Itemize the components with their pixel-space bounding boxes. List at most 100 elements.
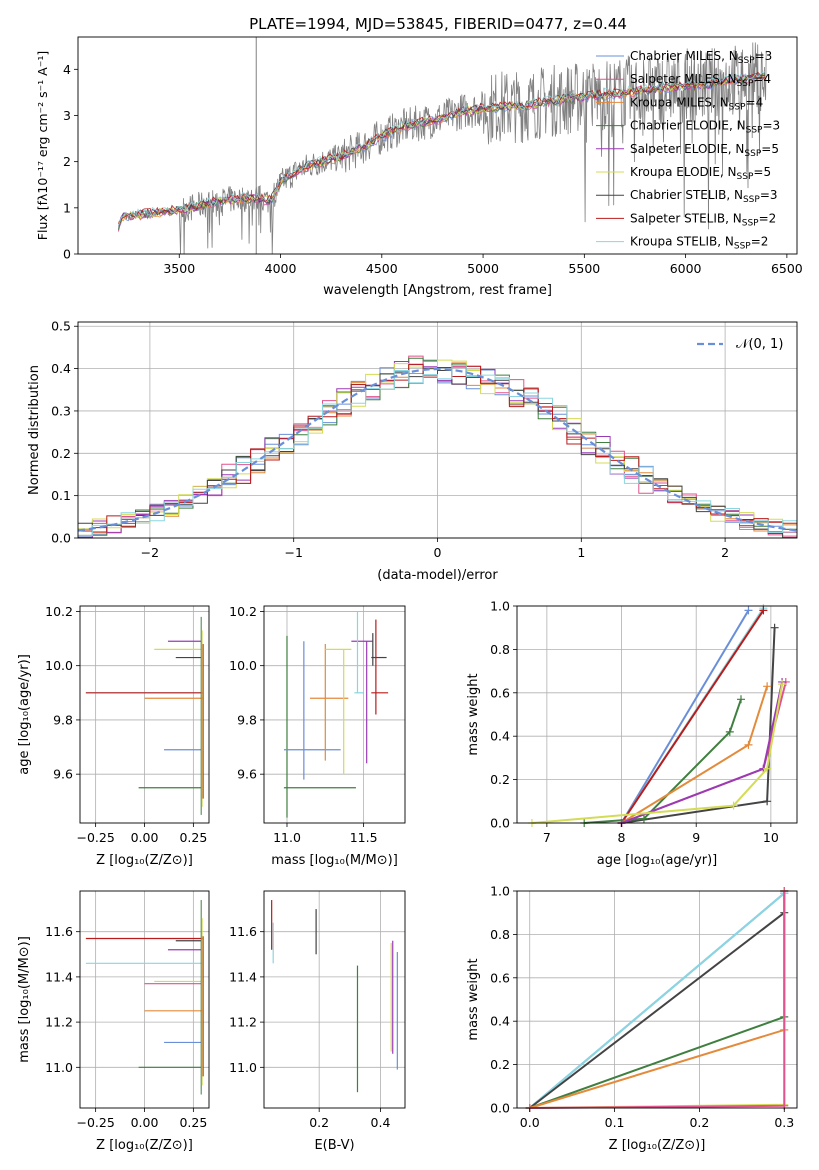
x-axis-label: Z [log₁₀(Z/Z⊙)] <box>96 1138 193 1153</box>
panel-spectrum: 3500 4000 4500 5000 5500 6000 6500 0 1 2 3 4 Chabrie… <box>35 36 803 298</box>
y-tick-label: 0.1 <box>51 488 71 503</box>
y-tick-label: 0.3 <box>51 403 71 418</box>
x-tick-label: 7 <box>543 830 551 845</box>
legend-entry: Kroupa MILES, NSSP=4 <box>630 95 763 112</box>
y-axis-label: mass weight <box>466 673 481 755</box>
y-tick-label: 1 <box>63 200 71 215</box>
x-tick-label: 4500 <box>366 261 398 276</box>
y-tick-label: 0.4 <box>490 1014 510 1029</box>
x-tick-label: 9 <box>692 830 700 845</box>
x-tick-label: 0.25 <box>179 830 207 845</box>
y-tick-label: 9.8 <box>53 712 73 727</box>
y-tick-label: 0.8 <box>490 927 510 942</box>
y-tick-label: 11.4 <box>45 969 73 984</box>
marker <box>778 680 787 689</box>
spectrum-lines <box>118 37 767 254</box>
axes-frame <box>79 605 210 824</box>
x-tick-label: 5000 <box>467 261 499 276</box>
marker <box>744 740 753 749</box>
y-tick-label: 9.6 <box>53 767 73 782</box>
y-tick-label: 11.6 <box>45 924 73 939</box>
y-tick-label: 0 <box>63 247 71 262</box>
panel-cumulative-mass-weight-vs-Z: 0.0 0.1 0.2 0.3 0.0 0.2 0.4 0.6 0.8 1.0 Z [log₁₀(Z… <box>466 884 798 1153</box>
x-tick-label: 11.0 <box>273 830 301 845</box>
axes-frame <box>263 605 406 824</box>
model-spectrum-kroupa-stelib <box>118 71 766 226</box>
series-chabrier-miles <box>620 609 750 824</box>
y-tick-label: 0.2 <box>51 446 71 461</box>
histogram-kroupa-elodie <box>78 359 797 533</box>
legend-entry: 𝒩(0, 1) <box>736 337 783 352</box>
x-tick-label: 0.25 <box>179 1115 207 1130</box>
series-kroupa-stelib <box>529 892 785 1109</box>
plot-area <box>80 891 209 1108</box>
plot-area <box>264 606 405 823</box>
y-tick-label: 10.0 <box>229 658 257 673</box>
plot-area <box>77 322 798 539</box>
legend: Chabrier MILES, NSSP=3 Salpeter MILES, NS… <box>596 49 780 252</box>
y-axis-label: Normed distribution <box>27 365 42 495</box>
marker <box>770 623 779 632</box>
y-tick-label: 0.4 <box>51 361 71 376</box>
x-axis-label: wavelength [Angstrom, rest frame] <box>323 283 552 298</box>
y-tick-label: 3 <box>63 108 71 123</box>
y-axis-label: mass weight <box>466 958 481 1040</box>
x-tick-label: 4000 <box>265 261 297 276</box>
y-tick-label: 11.4 <box>229 969 257 984</box>
y-tick-label: 9.8 <box>237 712 257 727</box>
panel-mass-vs-Z: −0.25 0.00 0.25 11.0 11.2 11.4 11.6 Z [log₁₀(Z/… <box>17 890 210 1153</box>
panel-age-vs-mass: 11.0 11.5 9.6 9.8 10.0 10.2 mass [log₁₀(M/M⊙)] <box>229 604 406 868</box>
panel-mass-vs-ebv: 0.2 0.4 11.0 11.2 11.4 11.6 E(B-V) <box>229 890 406 1153</box>
panel-residual-histogram: −2 −1 0 1 2 0.0 0.1 0.2 0.3 0.4 0.5 𝒩(0, 1) (data-mo… <box>27 319 798 583</box>
marker <box>763 764 772 773</box>
y-tick-label: 11.0 <box>45 1060 73 1075</box>
legend-entry: Salpeter MILES, NSSP=4 <box>630 72 771 89</box>
plot-area <box>517 887 797 1112</box>
y-tick-label: 0.0 <box>51 531 71 546</box>
y-tick-label: 0.0 <box>490 1101 510 1116</box>
x-axis-label: E(B-V) <box>314 1138 354 1153</box>
x-tick-label: 10 <box>763 830 779 845</box>
legend-entry: Kroupa ELODIE, NSSP=5 <box>630 165 771 182</box>
series-kroupa-miles <box>620 685 769 824</box>
panel-age-vs-Z: −0.25 0.00 0.25 9.6 9.8 10.0 10.2 Z [log₁₀(Z/Z⊙… <box>17 604 210 868</box>
x-tick-label: 0.0 <box>520 1115 540 1130</box>
y-tick-label: 10.0 <box>45 658 73 673</box>
marker <box>737 695 745 704</box>
y-tick-label: 0.4 <box>490 729 510 744</box>
x-tick-label: 6500 <box>771 261 803 276</box>
legend-entry: Chabrier STELIB, NSSP=3 <box>630 188 778 205</box>
x-tick-label: 6000 <box>670 261 702 276</box>
x-tick-label: 0 <box>434 545 442 560</box>
legend-entry: Salpeter STELIB, NSSP=2 <box>630 211 776 228</box>
marker <box>744 606 753 615</box>
x-tick-label: 0.00 <box>131 1115 159 1130</box>
y-tick-label: 0.6 <box>490 970 510 985</box>
marker <box>763 797 772 806</box>
x-tick-label: 0.00 <box>131 830 159 845</box>
x-tick-label: −0.25 <box>76 1115 114 1130</box>
y-tick-label: 2 <box>63 154 71 169</box>
x-tick-label: 2 <box>721 545 729 560</box>
y-tick-label: 0.5 <box>51 319 71 334</box>
plot-area <box>264 891 405 1108</box>
marker <box>763 682 772 691</box>
y-tick-label: 10.2 <box>229 604 257 619</box>
x-axis-label: age [log₁₀(age/yr)] <box>597 853 718 868</box>
x-axis-label: Z [log₁₀(Z/Z⊙)] <box>96 853 193 868</box>
y-tick-label: 0.6 <box>490 685 510 700</box>
marker <box>759 606 768 615</box>
y-tick-label: 10.2 <box>45 604 73 619</box>
axes-frame <box>79 890 210 1109</box>
y-tick-label: 1.0 <box>490 599 510 614</box>
x-tick-label: 8 <box>618 830 626 845</box>
y-tick-label: 9.6 <box>237 767 257 782</box>
x-axis-label: mass [log₁₀(M/M⊙)] <box>271 853 398 868</box>
legend-entry: Chabrier MILES, NSSP=3 <box>630 49 772 66</box>
plot-area <box>517 604 797 827</box>
legend: 𝒩(0, 1) <box>697 337 783 352</box>
series-chabrier-elodie <box>584 698 742 824</box>
marker <box>639 814 648 823</box>
y-tick-label: 0.8 <box>490 642 510 657</box>
